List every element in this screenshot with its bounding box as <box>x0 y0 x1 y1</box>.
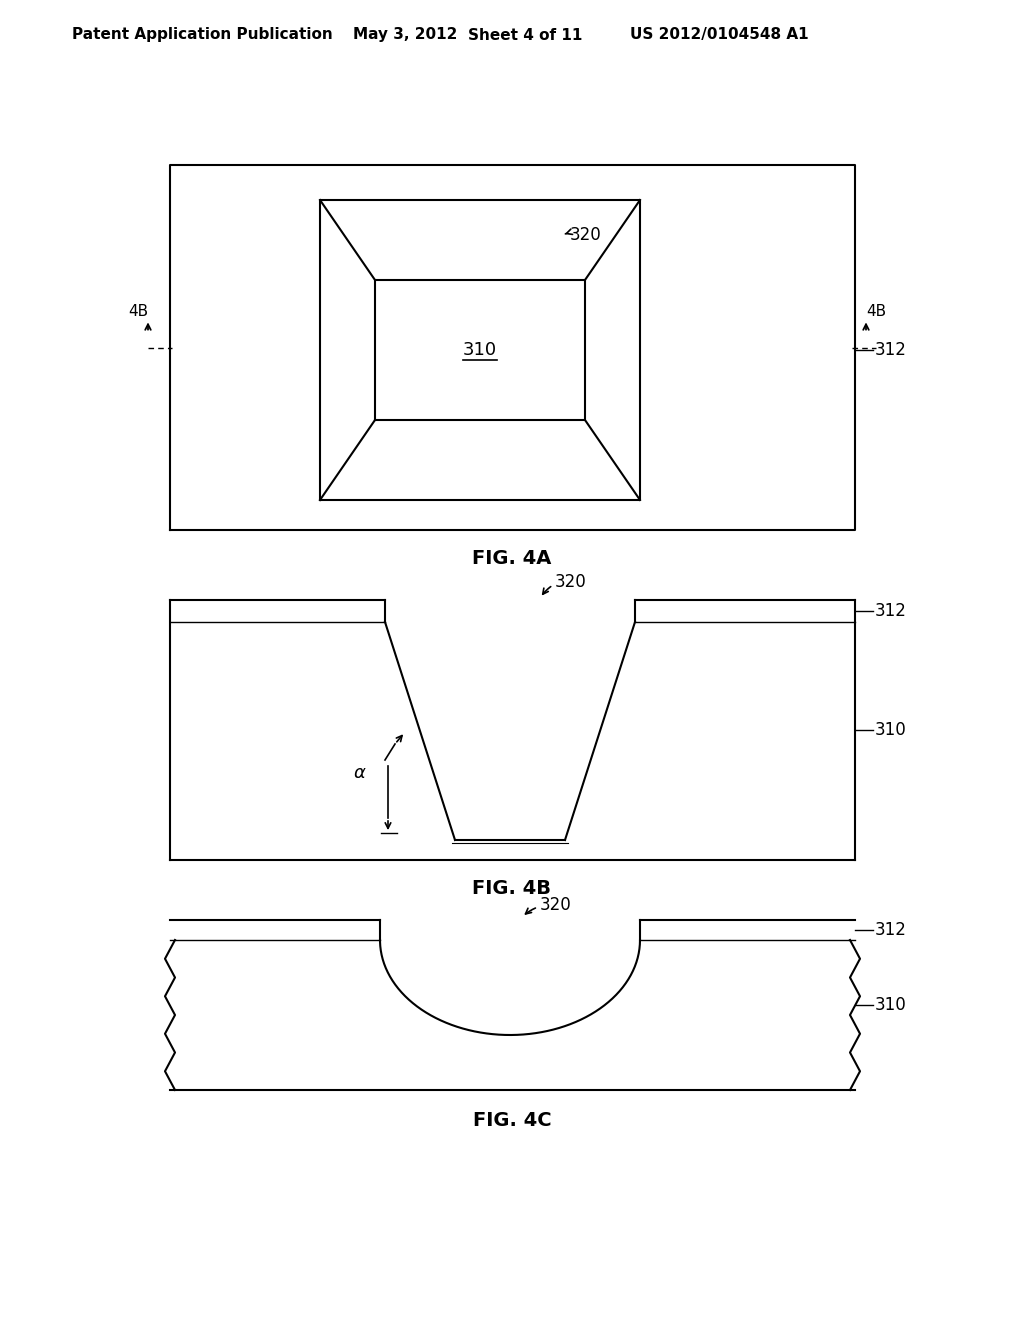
Text: 4B: 4B <box>866 305 886 319</box>
Text: 320: 320 <box>540 896 571 913</box>
Text: 310: 310 <box>463 341 497 359</box>
Text: 320: 320 <box>555 573 587 591</box>
Text: Patent Application Publication: Patent Application Publication <box>72 28 333 42</box>
Text: Sheet 4 of 11: Sheet 4 of 11 <box>468 28 583 42</box>
Text: FIG. 4C: FIG. 4C <box>473 1110 551 1130</box>
Text: FIG. 4A: FIG. 4A <box>472 549 552 568</box>
Text: 312: 312 <box>874 602 907 620</box>
Text: 4B: 4B <box>128 305 148 319</box>
Text: FIG. 4B: FIG. 4B <box>472 879 552 898</box>
Text: 312: 312 <box>874 341 907 359</box>
Text: 320: 320 <box>570 226 602 244</box>
Text: α: α <box>353 764 365 781</box>
Text: 312: 312 <box>874 921 907 939</box>
Text: May 3, 2012: May 3, 2012 <box>353 28 458 42</box>
Text: 310: 310 <box>874 721 906 739</box>
Text: 310: 310 <box>874 997 906 1014</box>
Text: US 2012/0104548 A1: US 2012/0104548 A1 <box>630 28 809 42</box>
